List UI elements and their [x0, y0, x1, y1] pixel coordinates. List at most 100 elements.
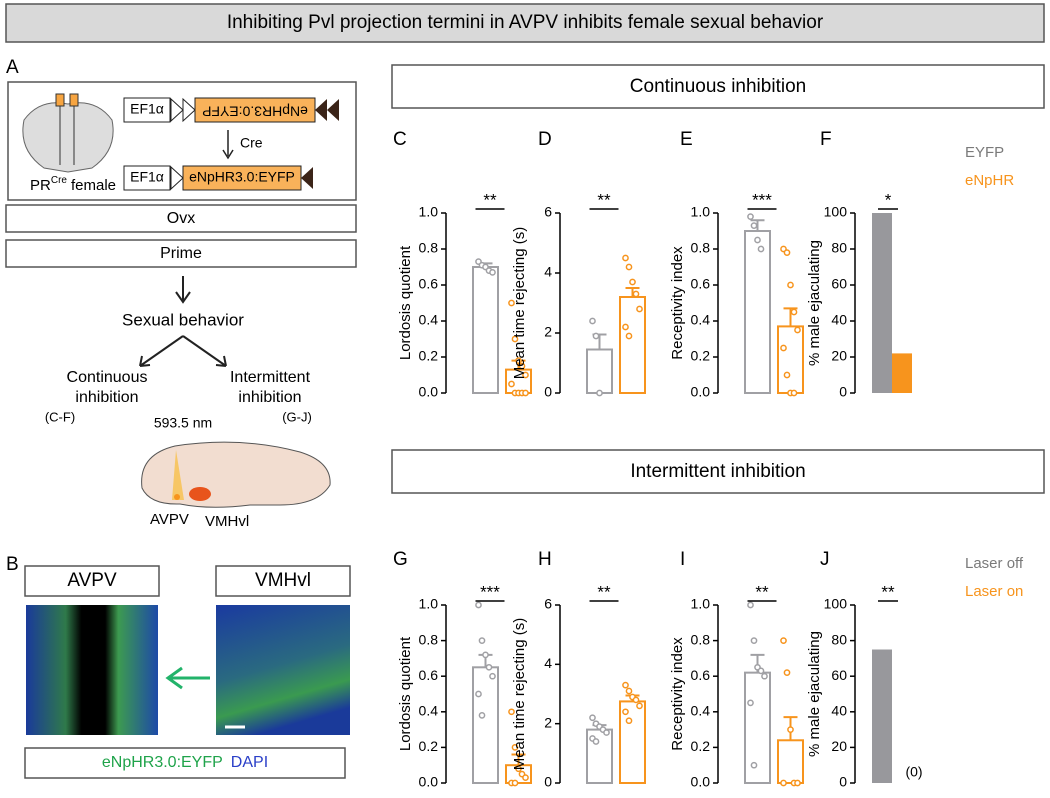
bar: [744, 671, 771, 785]
stain-box: [24, 747, 346, 779]
data-point: [508, 299, 515, 307]
y-tick-label: 1.0: [691, 596, 711, 612]
lox-site: [170, 165, 184, 191]
y-tick-label: 100: [824, 204, 848, 220]
projection-arrow-head: [165, 666, 183, 690]
significance: **: [597, 190, 611, 209]
data-point: [783, 249, 791, 256]
y-tick-label: 6: [544, 204, 552, 220]
lox-sites: [170, 97, 196, 123]
panel-label: J: [820, 549, 830, 570]
panel-label: A: [6, 57, 19, 78]
data-point: [515, 357, 522, 364]
y-tick-label: 0.0: [419, 384, 439, 400]
image-label-box: [24, 565, 160, 597]
panel-label: B: [6, 554, 19, 575]
arrow-head: [222, 149, 234, 160]
y-tick-label: 0.2: [691, 738, 711, 754]
section-title: Continuous inhibition: [630, 76, 806, 97]
arrow-head: [175, 291, 191, 304]
y-tick-label: 0: [839, 774, 847, 790]
y-axis-label: Mean time rejecting (s): [511, 227, 528, 380]
y-tick-label: 0: [839, 384, 847, 400]
step-box: [5, 204, 357, 233]
data-point: [625, 332, 633, 340]
significance: **: [881, 582, 895, 601]
stain-green: eNpHR3.0:EYFP: [102, 754, 223, 771]
y-tick-label: 20: [831, 738, 847, 754]
significance: *: [885, 190, 892, 209]
gene-inverted: eNpHR3.0:EYFP: [202, 103, 308, 119]
data-point: [747, 213, 754, 220]
y-axis-label: Lordosis quotient: [397, 245, 414, 360]
y-tick-label: 0.4: [419, 312, 439, 328]
data-point: [522, 371, 529, 379]
data-point: [632, 290, 640, 298]
subject-rest: female: [71, 177, 116, 194]
data-point: [636, 305, 643, 313]
y-tick-label: 1.0: [419, 596, 439, 612]
data-point: [632, 696, 640, 704]
legend-entry: eNpHR: [965, 172, 1014, 189]
y-tick-label: 80: [831, 240, 847, 256]
stain-legend: eNpHR3.0:EYFP DAPI: [102, 754, 268, 771]
data-point: [603, 729, 610, 736]
data-point: [515, 765, 522, 773]
data-point: [780, 637, 787, 644]
y-axis-label: % male ejaculating: [806, 631, 823, 757]
bar: [472, 266, 499, 394]
y-tick-label: 0.2: [691, 348, 711, 364]
y-tick-label: 0.6: [419, 276, 439, 292]
y-tick-label: 0.4: [419, 703, 439, 719]
data-point: [622, 708, 629, 716]
subject-label: PRCre female: [30, 175, 116, 194]
bar: [744, 230, 771, 394]
data-point: [790, 389, 798, 397]
micrograph: [26, 605, 158, 735]
data-point: [625, 717, 633, 725]
step: Ovx: [167, 210, 195, 227]
data-point: [622, 323, 629, 331]
y-tick-label: 0.6: [691, 276, 711, 292]
panel-label: H: [538, 549, 552, 570]
lox-site: [301, 167, 313, 189]
significance: **: [597, 582, 611, 601]
data-point: [589, 714, 596, 722]
error-bar: [511, 753, 526, 766]
region: VMHvl: [205, 513, 249, 530]
branch: inhibition: [238, 389, 301, 406]
promoter: EF1α: [130, 101, 164, 117]
y-tick-label: 1.0: [691, 204, 711, 220]
data-point: [511, 335, 519, 343]
y-tick-label: 4: [544, 264, 552, 280]
data-point: [750, 222, 758, 229]
bar: [777, 739, 804, 785]
y-tick-label: 4: [544, 655, 552, 671]
legend-entry: Laser off: [965, 555, 1024, 572]
data-point: [625, 687, 633, 695]
y-tick-label: 0.0: [691, 774, 711, 790]
step: Prime: [160, 245, 202, 262]
y-tick-label: 1.0: [419, 204, 439, 220]
image-label: VMHvl: [255, 570, 311, 591]
data-point: [522, 389, 529, 397]
gene-box: [182, 165, 302, 191]
data-point: [592, 332, 600, 340]
coronal-brain: [22, 93, 114, 173]
y-tick-label: 0.4: [691, 312, 711, 328]
data-point: [794, 326, 801, 334]
data-point: [489, 672, 496, 680]
y-tick-label: 0.2: [419, 348, 439, 364]
promoter: EF1α: [130, 169, 164, 185]
data-point: [636, 702, 643, 710]
data-point: [625, 263, 633, 271]
panel-label: E: [680, 129, 693, 150]
figure-title: Inhibiting Pvl projection termini in AVP…: [227, 12, 824, 33]
y-tick-label: 80: [831, 631, 847, 647]
data-point: [780, 344, 787, 352]
y-tick-label: 60: [831, 276, 847, 292]
subject-base: PR: [30, 177, 51, 194]
section-title: Intermittent inhibition: [630, 461, 805, 482]
y-tick-label: 0: [544, 774, 552, 790]
